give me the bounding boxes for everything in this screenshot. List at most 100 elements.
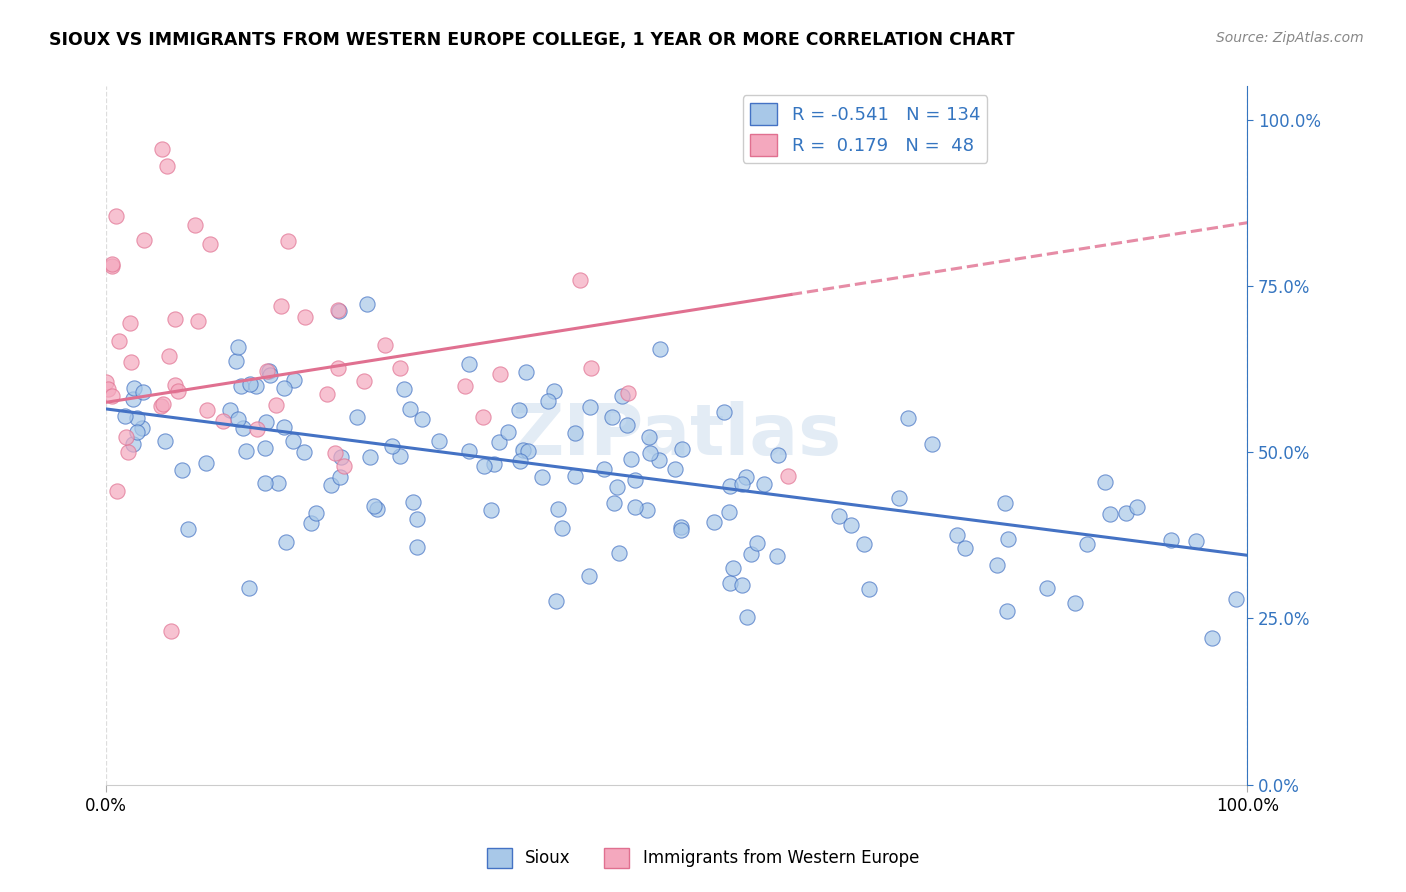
Point [578,401,600,415]
Point [304,507,326,521]
Point [326,302,349,317]
Point [776,469,799,483]
Point [273,381,295,395]
Point [1094,475,1116,489]
Point [606,480,628,494]
Point [827,508,849,523]
Point [508,403,530,417]
Point [150,142,173,156]
Point [195,456,218,470]
Point [117,444,139,458]
Point [1185,533,1208,548]
Point [995,604,1018,618]
Point [259,364,281,378]
Point [239,376,262,391]
Point [1201,631,1223,645]
Point [229,379,252,393]
Point [399,401,422,416]
Point [163,378,186,392]
Point [858,582,880,596]
Point [406,541,429,555]
Point [489,368,512,382]
Point [603,496,626,510]
Point [1076,536,1098,550]
Point [329,470,352,484]
Point [718,479,741,493]
Point [1098,507,1121,521]
Point [496,425,519,439]
Point [187,314,209,328]
Point [624,500,647,514]
Point [392,382,415,396]
Point [96,376,118,390]
Point [107,484,129,499]
Point [218,403,240,417]
Point [273,420,295,434]
Point [1115,506,1137,520]
Legend: Sioux, Immigrants from Western Europe: Sioux, Immigrants from Western Europe [481,841,925,875]
Point [328,304,350,318]
Point [134,233,156,247]
Point [669,524,692,538]
Point [887,491,910,505]
Point [114,409,136,424]
Point [569,273,592,287]
Point [226,340,249,354]
Point [245,378,267,392]
Point [953,541,976,556]
Point [104,209,127,223]
Point [766,549,789,563]
Point [411,411,433,425]
Point [321,477,343,491]
Point [246,422,269,436]
Legend: R = -0.541   N = 134, R =  0.179   N =  48: R = -0.541 N = 134, R = 0.179 N = 48 [742,95,987,163]
Point [638,445,661,459]
Point [543,384,565,399]
Point [516,444,538,458]
Point [256,364,278,378]
Point [458,443,481,458]
Point [225,354,247,368]
Point [122,381,145,395]
Point [270,299,292,313]
Point [120,316,142,330]
Point [277,234,299,248]
Point [374,338,396,352]
Point [388,450,411,464]
Point [115,429,138,443]
Point [768,448,790,462]
Point [592,462,614,476]
Point [127,425,149,439]
Point [1036,581,1059,595]
Point [101,257,124,271]
Point [254,475,277,490]
Point [264,397,287,411]
Point [177,523,200,537]
Point [897,411,920,425]
Point [648,453,671,467]
Point [152,397,174,411]
Point [160,624,183,638]
Point [254,441,277,455]
Point [997,533,1019,547]
Point [332,458,354,473]
Point [994,496,1017,510]
Point [328,361,350,376]
Point [607,546,630,560]
Point [703,515,725,529]
Point [718,575,741,590]
Point [530,469,553,483]
Point [721,561,744,575]
Point [515,365,537,379]
Point [356,297,378,311]
Point [650,342,672,356]
Point [359,450,381,464]
Point [564,425,586,440]
Point [283,373,305,387]
Point [211,414,233,428]
Point [366,502,388,516]
Point [1064,596,1087,610]
Point [401,495,423,509]
Point [254,415,277,429]
Point [737,610,759,624]
